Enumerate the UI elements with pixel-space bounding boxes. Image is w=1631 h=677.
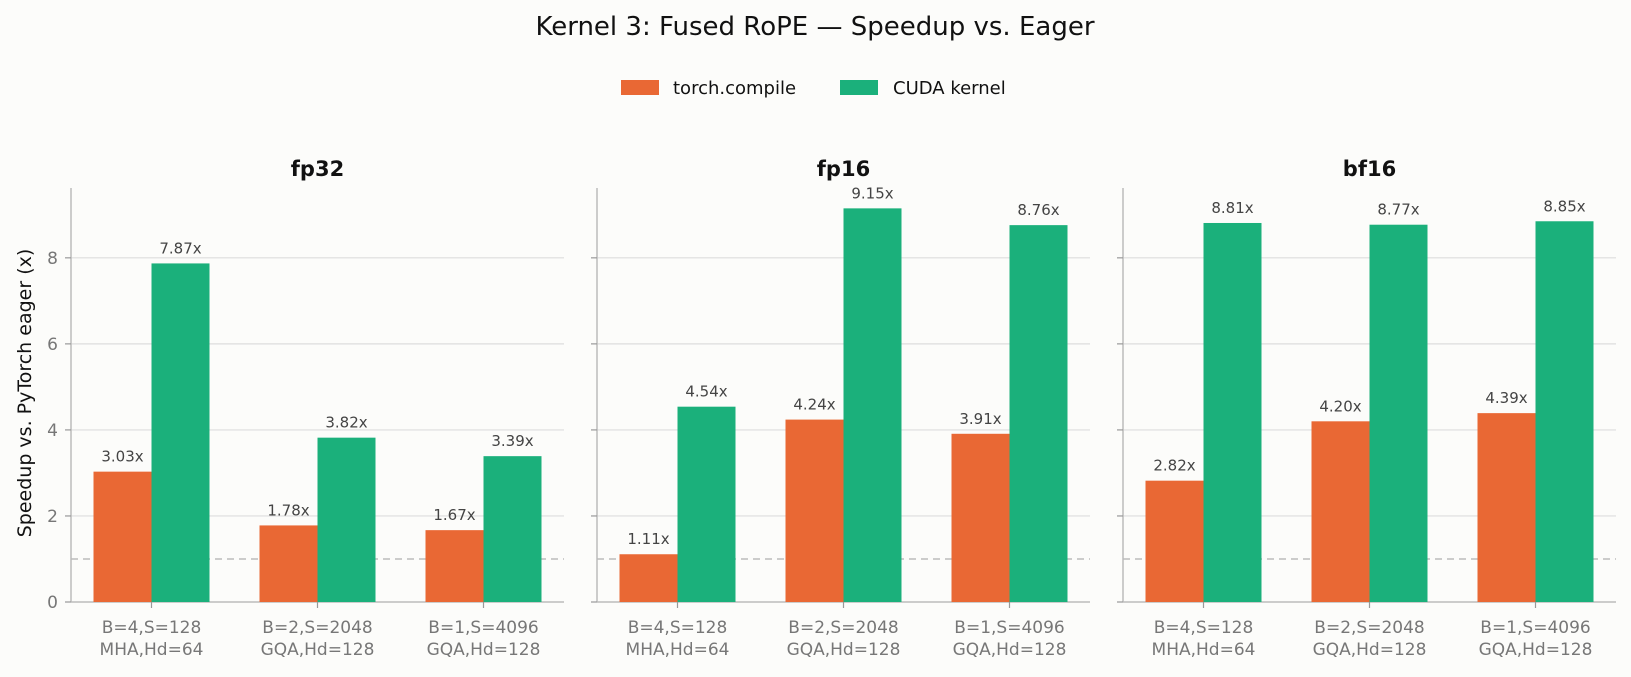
x-tick-label: B=2,S=2048 (1314, 618, 1424, 638)
legend: torch.compile CUDA kernel (621, 78, 1006, 99)
data-label: 1.11x (627, 530, 669, 548)
data-label: 1.67x (433, 506, 475, 524)
bar-torch-compile (785, 419, 844, 602)
x-tick-label: B=2,S=2048 (788, 618, 898, 638)
data-label: 9.15x (851, 184, 893, 202)
legend-swatch-cuda-kernel (840, 80, 878, 95)
y-axis-label: Speedup vs. PyTorch eager (x) (14, 249, 36, 538)
data-label: 2.82x (1153, 457, 1195, 475)
data-label: 4.54x (685, 383, 727, 401)
x-tick-label: GQA,Hd=128 (261, 640, 375, 660)
bar-cuda-kernel (677, 406, 736, 602)
data-label: 8.85x (1543, 197, 1585, 215)
y-tick-label: 4 (47, 421, 58, 441)
bar-cuda-kernel (1009, 225, 1068, 602)
panel-title: bf16 (1343, 157, 1396, 181)
data-label: 8.76x (1017, 201, 1059, 219)
panel-title: fp32 (291, 157, 344, 181)
x-tick-label: B=1,S=4096 (1480, 618, 1590, 638)
x-tick-label: MHA,Hd=64 (100, 640, 204, 660)
x-tick-label: B=1,S=4096 (954, 618, 1064, 638)
x-tick-label: GQA,Hd=128 (1313, 640, 1427, 660)
bar-torch-compile (619, 554, 678, 602)
y-tick-label: 8 (47, 249, 58, 269)
data-label: 3.82x (325, 414, 367, 432)
x-tick-label: B=4,S=128 (628, 618, 728, 638)
x-tick-label: MHA,Hd=64 (1152, 640, 1256, 660)
bar-torch-compile (1145, 480, 1204, 602)
data-label: 1.78x (267, 501, 309, 519)
x-tick-label: B=4,S=128 (102, 618, 202, 638)
bar-torch-compile (951, 433, 1010, 602)
bar-cuda-kernel (1369, 224, 1428, 603)
legend-label-torch-compile: torch.compile (673, 78, 796, 99)
data-label: 3.39x (491, 432, 533, 450)
panel-title: fp16 (817, 157, 870, 181)
bar-torch-compile (93, 471, 152, 602)
legend-label-cuda-kernel: CUDA kernel (893, 78, 1006, 99)
bar-cuda-kernel (483, 456, 542, 602)
legend-swatch-torch-compile (621, 80, 659, 95)
data-label: 4.24x (793, 396, 835, 414)
bar-cuda-kernel (843, 208, 902, 602)
y-tick-label: 6 (47, 335, 58, 355)
x-tick-label: B=4,S=128 (1154, 618, 1254, 638)
data-label: 7.87x (159, 239, 201, 257)
data-label: 4.20x (1319, 397, 1361, 415)
y-tick-label: 2 (47, 507, 58, 527)
data-label: 4.39x (1485, 389, 1527, 407)
x-tick-label: MHA,Hd=64 (626, 640, 730, 660)
x-tick-label: GQA,Hd=128 (427, 640, 541, 660)
chart-title: Kernel 3: Fused RoPE — Speedup vs. Eager (535, 12, 1094, 42)
bar-cuda-kernel (1535, 221, 1594, 602)
bar-torch-compile (425, 530, 484, 602)
data-label: 3.91x (959, 410, 1001, 428)
bar-cuda-kernel (317, 437, 376, 602)
x-tick-label: GQA,Hd=128 (787, 640, 901, 660)
bar-torch-compile (1311, 421, 1370, 602)
x-tick-label: B=2,S=2048 (262, 618, 372, 638)
data-label: 3.03x (101, 448, 143, 466)
bar-torch-compile (259, 525, 318, 602)
data-label: 8.81x (1211, 199, 1253, 217)
x-tick-label: GQA,Hd=128 (953, 640, 1067, 660)
data-label: 8.77x (1377, 201, 1419, 219)
chart-panels: 02468fp32B=4,S=128MHA,Hd=643.03x7.87xB=2… (47, 157, 1616, 660)
bar-cuda-kernel (151, 263, 210, 602)
bar-torch-compile (1477, 413, 1536, 602)
x-tick-label: GQA,Hd=128 (1479, 640, 1593, 660)
bar-cuda-kernel (1203, 222, 1262, 603)
x-tick-label: B=1,S=4096 (428, 618, 538, 638)
y-tick-label: 0 (47, 593, 58, 613)
